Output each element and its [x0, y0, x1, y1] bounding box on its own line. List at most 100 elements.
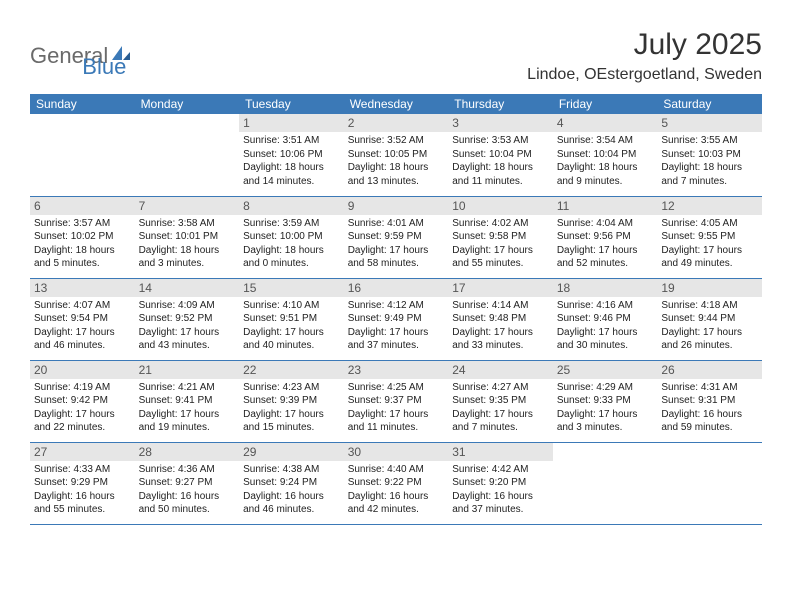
day-number: 19	[657, 279, 762, 297]
day-body: Sunrise: 4:19 AMSunset: 9:42 PMDaylight:…	[34, 381, 131, 435]
day-body: Sunrise: 4:36 AMSunset: 9:27 PMDaylight:…	[139, 463, 236, 517]
day-number: 11	[553, 197, 658, 215]
day-body: Sunrise: 4:01 AMSunset: 9:59 PMDaylight:…	[348, 217, 445, 271]
day-body: Sunrise: 4:04 AMSunset: 9:56 PMDaylight:…	[557, 217, 654, 271]
day-number: 31	[448, 443, 553, 461]
day-cell: 7Sunrise: 3:58 AMSunset: 10:01 PMDayligh…	[135, 196, 240, 278]
day-cell: 25Sunrise: 4:29 AMSunset: 9:33 PMDayligh…	[553, 360, 658, 442]
day-number: 7	[135, 197, 240, 215]
calendar-table: SundayMondayTuesdayWednesdayThursdayFrid…	[30, 94, 762, 525]
day-body: Sunrise: 4:42 AMSunset: 9:20 PMDaylight:…	[452, 463, 549, 517]
day-body: Sunrise: 4:12 AMSunset: 9:49 PMDaylight:…	[348, 299, 445, 353]
day-header: Tuesday	[239, 94, 344, 114]
day-body: Sunrise: 4:31 AMSunset: 9:31 PMDaylight:…	[661, 381, 758, 435]
day-cell: 26 Sunrise: 4:31 AMSunset: 9:31 PMDayligh…	[657, 360, 762, 442]
day-header: Saturday	[657, 94, 762, 114]
day-body: Sunrise: 4:18 AMSunset: 9:44 PMDaylight:…	[661, 299, 758, 353]
day-cell: 28Sunrise: 4:36 AMSunset: 9:27 PMDayligh…	[135, 442, 240, 524]
day-body: Sunrise: 4:10 AMSunset: 9:51 PMDaylight:…	[243, 299, 340, 353]
day-number: 18	[553, 279, 658, 297]
day-number: 30	[344, 443, 449, 461]
day-number: 16	[344, 279, 449, 297]
day-cell	[30, 114, 135, 196]
day-body: Sunrise: 3:59 AMSunset: 10:00 PMDaylight…	[243, 217, 340, 271]
day-body: Sunrise: 3:54 AMSunset: 10:04 PMDaylight…	[557, 134, 654, 188]
week-row: 6 Sunrise: 3:57 AMSunset: 10:02 PMDayligh…	[30, 196, 762, 278]
day-cell: 27 Sunrise: 4:33 AMSunset: 9:29 PMDayligh…	[30, 442, 135, 524]
day-number: 3	[448, 114, 553, 132]
day-cell: 15 Sunrise: 4:10 AMSunset: 9:51 PMDayligh…	[239, 278, 344, 360]
day-number: 17	[448, 279, 553, 297]
day-body: Sunrise: 4:05 AMSunset: 9:55 PMDaylight:…	[661, 217, 758, 271]
week-row: 13Sunrise: 4:07 AMSunset: 9:54 PMDayligh…	[30, 278, 762, 360]
day-body: Sunrise: 4:27 AMSunset: 9:35 PMDaylight:…	[452, 381, 549, 435]
day-cell: 2 Sunrise: 3:52 AMSunset: 10:05 PMDayligh…	[344, 114, 449, 196]
day-cell: 16 Sunrise: 4:12 AMSunset: 9:49 PMDayligh…	[344, 278, 449, 360]
day-number: 22	[239, 361, 344, 379]
day-cell: 4 Sunrise: 3:54 AMSunset: 10:04 PMDayligh…	[553, 114, 658, 196]
day-body: Sunrise: 4:09 AMSunset: 9:52 PMDaylight:…	[139, 299, 236, 353]
day-number: 27	[30, 443, 135, 461]
day-number: 15	[239, 279, 344, 297]
day-number: 21	[135, 361, 240, 379]
day-cell: 29Sunrise: 4:38 AMSunset: 9:24 PMDayligh…	[239, 442, 344, 524]
day-number: 4	[553, 114, 658, 132]
day-number: 24	[448, 361, 553, 379]
day-number: 26	[657, 361, 762, 379]
day-body: Sunrise: 4:16 AMSunset: 9:46 PMDaylight:…	[557, 299, 654, 353]
day-cell: 3 Sunrise: 3:53 AMSunset: 10:04 PMDayligh…	[448, 114, 553, 196]
day-number: 20	[30, 361, 135, 379]
location-text: Lindoe, OEstergoetland, Sweden	[527, 66, 762, 84]
day-header: Friday	[553, 94, 658, 114]
day-cell: 30 Sunrise: 4:40 AMSunset: 9:22 PMDayligh…	[344, 442, 449, 524]
day-cell: 22 Sunrise: 4:23 AMSunset: 9:39 PMDayligh…	[239, 360, 344, 442]
day-cell: 17 Sunrise: 4:14 AMSunset: 9:48 PMDayligh…	[448, 278, 553, 360]
day-cell: 10 Sunrise: 4:02 AMSunset: 9:58 PMDayligh…	[448, 196, 553, 278]
day-cell: 12 Sunrise: 4:05 AMSunset: 9:55 PMDayligh…	[657, 196, 762, 278]
day-body: Sunrise: 4:21 AMSunset: 9:41 PMDaylight:…	[139, 381, 236, 435]
day-number: 9	[344, 197, 449, 215]
day-cell: 20 Sunrise: 4:19 AMSunset: 9:42 PMDayligh…	[30, 360, 135, 442]
day-number: 13	[30, 279, 135, 297]
day-number: 10	[448, 197, 553, 215]
day-cell: 11 Sunrise: 4:04 AMSunset: 9:56 PMDayligh…	[553, 196, 658, 278]
day-header-row: SundayMondayTuesdayWednesdayThursdayFrid…	[30, 94, 762, 114]
day-header: Thursday	[448, 94, 553, 114]
day-number: 5	[657, 114, 762, 132]
day-body: Sunrise: 4:14 AMSunset: 9:48 PMDaylight:…	[452, 299, 549, 353]
day-body: Sunrise: 4:40 AMSunset: 9:22 PMDaylight:…	[348, 463, 445, 517]
week-row: 1Sunrise: 3:51 AMSunset: 10:06 PMDayligh…	[30, 114, 762, 196]
day-cell	[135, 114, 240, 196]
day-number: 29	[239, 443, 344, 461]
day-cell: 5Sunrise: 3:55 AMSunset: 10:03 PMDayligh…	[657, 114, 762, 196]
day-body: Sunrise: 4:33 AMSunset: 9:29 PMDaylight:…	[34, 463, 131, 517]
day-cell: 1Sunrise: 3:51 AMSunset: 10:06 PMDayligh…	[239, 114, 344, 196]
day-number: 12	[657, 197, 762, 215]
day-body: Sunrise: 4:23 AMSunset: 9:39 PMDaylight:…	[243, 381, 340, 435]
day-cell	[657, 442, 762, 524]
day-cell: 9 Sunrise: 4:01 AMSunset: 9:59 PMDaylight…	[344, 196, 449, 278]
calendar-body: 1Sunrise: 3:51 AMSunset: 10:06 PMDayligh…	[30, 114, 762, 524]
day-number: 14	[135, 279, 240, 297]
day-body: Sunrise: 3:57 AMSunset: 10:02 PMDaylight…	[34, 217, 131, 271]
day-cell: 24 Sunrise: 4:27 AMSunset: 9:35 PMDayligh…	[448, 360, 553, 442]
day-cell: 13Sunrise: 4:07 AMSunset: 9:54 PMDayligh…	[30, 278, 135, 360]
day-body: Sunrise: 4:02 AMSunset: 9:58 PMDaylight:…	[452, 217, 549, 271]
day-body: Sunrise: 3:53 AMSunset: 10:04 PMDaylight…	[452, 134, 549, 188]
day-cell: 18 Sunrise: 4:16 AMSunset: 9:46 PMDayligh…	[553, 278, 658, 360]
title-block: July 2025 Lindoe, OEstergoetland, Sweden	[527, 28, 762, 84]
month-title: July 2025	[527, 28, 762, 62]
day-header: Sunday	[30, 94, 135, 114]
day-cell: 19 Sunrise: 4:18 AMSunset: 9:44 PMDayligh…	[657, 278, 762, 360]
week-row: 20 Sunrise: 4:19 AMSunset: 9:42 PMDayligh…	[30, 360, 762, 442]
day-body: Sunrise: 3:51 AMSunset: 10:06 PMDaylight…	[243, 134, 340, 188]
day-number: 8	[239, 197, 344, 215]
logo: General Blue	[30, 32, 126, 80]
day-header: Wednesday	[344, 94, 449, 114]
day-number: 2	[344, 114, 449, 132]
day-body: Sunrise: 4:25 AMSunset: 9:37 PMDaylight:…	[348, 381, 445, 435]
logo-text-blue: Blue	[82, 54, 126, 80]
day-body: Sunrise: 3:52 AMSunset: 10:05 PMDaylight…	[348, 134, 445, 188]
day-body: Sunrise: 4:29 AMSunset: 9:33 PMDaylight:…	[557, 381, 654, 435]
day-number: 6	[30, 197, 135, 215]
